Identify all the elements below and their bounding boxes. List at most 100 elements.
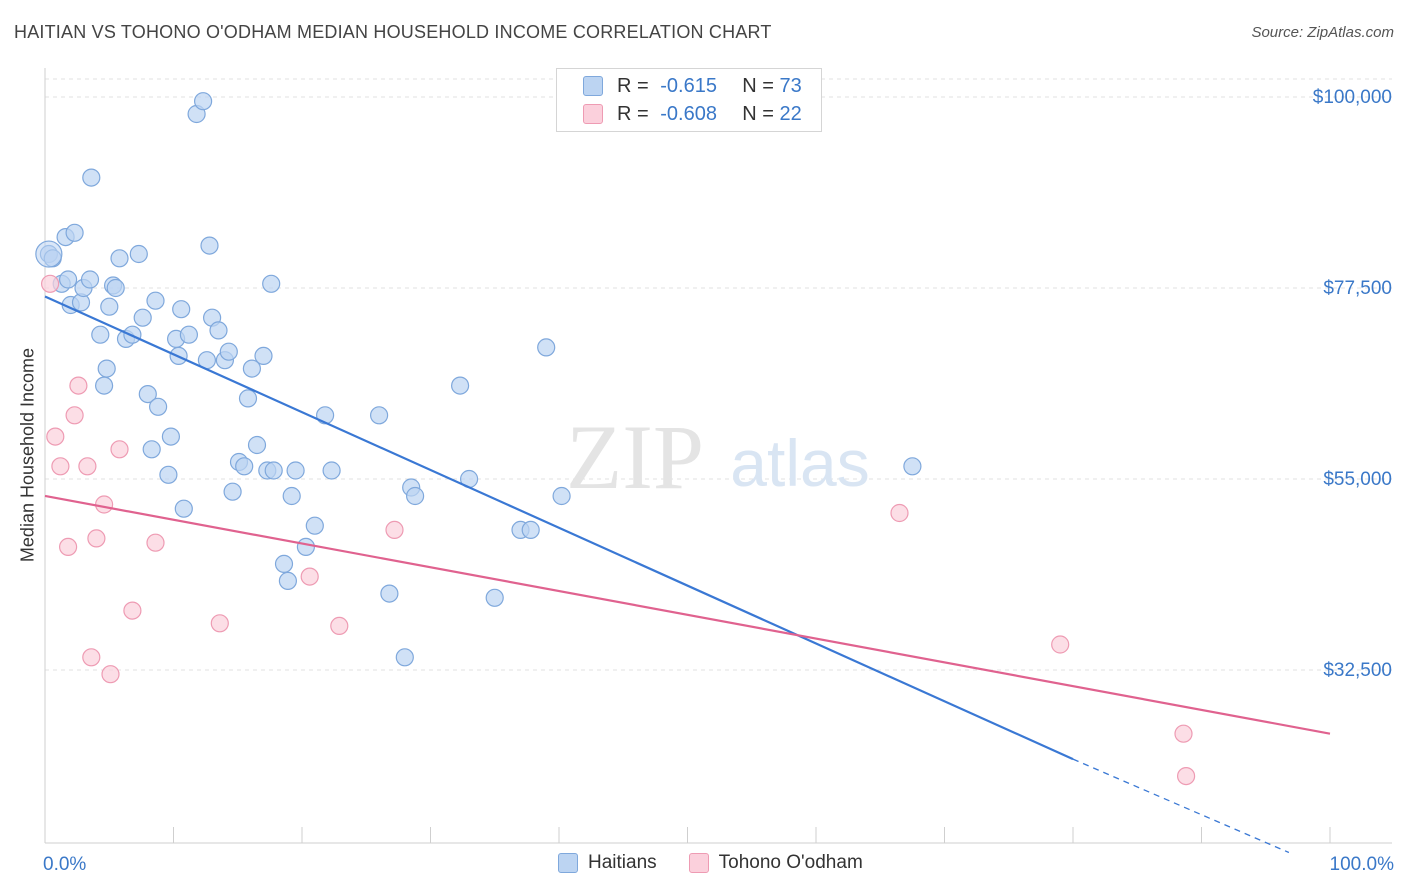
data-point [69, 376, 88, 395]
data-point [451, 376, 470, 395]
data-point [146, 291, 165, 310]
data-point [300, 567, 319, 586]
data-point [380, 584, 399, 603]
legend-r-label: R = [617, 74, 655, 97]
data-point [219, 342, 238, 361]
data-point [194, 92, 213, 111]
y-tick-label: $100,000 [1313, 87, 1392, 108]
legend-n-value: 73 [779, 74, 802, 97]
data-point [174, 499, 193, 518]
data-point [274, 554, 294, 574]
data-point [235, 457, 254, 476]
data-point [903, 457, 922, 476]
stats-legend: R = -0.615 N = 73 R = -0.608 N = 22 [556, 68, 822, 132]
legend-item-tohono[interactable]: Tohono O'odham [688, 852, 863, 874]
data-point [94, 376, 114, 395]
data-point [210, 614, 229, 633]
legend-r-label: R = [617, 102, 655, 125]
legend-n-label: N = [742, 74, 780, 97]
x-tick-labels: 0.0% 100.0% [43, 854, 1394, 875]
data-point [322, 461, 341, 480]
data-point [110, 440, 129, 459]
legend-swatch-blue [558, 853, 578, 873]
data-point [1051, 635, 1070, 654]
data-point [278, 571, 297, 591]
x-tick-label-min: 0.0% [43, 854, 86, 875]
data-point [82, 648, 101, 667]
data-point [223, 482, 242, 501]
data-point [238, 389, 258, 408]
data-point [138, 385, 157, 404]
data-point [101, 665, 120, 684]
data-point [552, 486, 571, 506]
data-point [78, 457, 97, 476]
data-point [200, 236, 219, 255]
legend-item-haitians[interactable]: Haitians [558, 852, 657, 874]
y-tick-labels: $100,000 $77,500 $55,000 $32,500 [1313, 87, 1392, 681]
data-point [395, 648, 414, 667]
data-point [161, 427, 180, 446]
legend-row-haitians: R = -0.615 N = 73 [583, 73, 802, 99]
legend-n-value: 22 [779, 102, 802, 125]
axes [44, 68, 1392, 844]
legend-swatch-pink [583, 104, 603, 124]
data-point [159, 465, 178, 484]
series-legend: Haitians Tohono O'odham [558, 852, 895, 874]
data-point [1176, 766, 1196, 786]
data-point [316, 406, 335, 425]
data-point [87, 529, 106, 548]
data-point [179, 325, 198, 344]
legend-label-tohono: Tohono O'odham [718, 852, 863, 873]
data-point [80, 270, 100, 289]
watermark-atlas: atlas [730, 426, 869, 500]
data-point [890, 503, 909, 523]
x-tick-label-max: 100.0% [1330, 854, 1395, 875]
data-point [94, 495, 114, 514]
data-point [521, 520, 540, 540]
data-point [58, 270, 78, 289]
data-point [133, 308, 152, 327]
y-tick-label: $77,500 [1323, 278, 1392, 299]
data-point [172, 300, 191, 319]
trend-line-tohono [44, 494, 1331, 735]
data-point [65, 406, 84, 425]
data-point [142, 440, 161, 459]
data-point [46, 427, 65, 446]
data-point [330, 616, 349, 636]
data-points [35, 92, 1196, 786]
chart-title: HAITIAN VS TOHONO O'ODHAM MEDIAN HOUSEHO… [14, 22, 772, 42]
data-point [247, 435, 267, 455]
data-point [406, 486, 425, 506]
data-point [51, 457, 70, 476]
data-point [100, 297, 119, 316]
legend-r-value: -0.615 [660, 74, 717, 97]
data-point [209, 321, 228, 340]
legend-swatch-pink [688, 853, 709, 873]
data-point [40, 274, 60, 293]
data-point [485, 588, 504, 607]
data-point [264, 461, 283, 480]
source-label: Source: ZipAtlas.com [1251, 24, 1394, 41]
data-point [286, 461, 305, 480]
legend-swatch-blue [583, 76, 603, 96]
data-point [537, 338, 556, 357]
data-point [91, 325, 110, 344]
legend-label-haitians: Haitians [588, 852, 657, 873]
data-point [129, 244, 148, 264]
data-point [65, 223, 84, 242]
data-point [110, 249, 129, 268]
data-point [305, 516, 324, 535]
watermark-zip: ZIP [566, 406, 704, 508]
data-point [370, 406, 389, 425]
series-tohono [40, 274, 1196, 786]
legend-row-tohono: R = -0.608 N = 22 [583, 101, 802, 127]
data-point [146, 533, 165, 552]
data-point [296, 537, 315, 557]
data-point [262, 274, 281, 293]
data-point [58, 537, 78, 557]
data-point-large [35, 240, 63, 268]
legend-r-value: -0.608 [660, 102, 717, 125]
trend-lines [44, 295, 1331, 854]
legend-n-label: N = [742, 102, 780, 125]
